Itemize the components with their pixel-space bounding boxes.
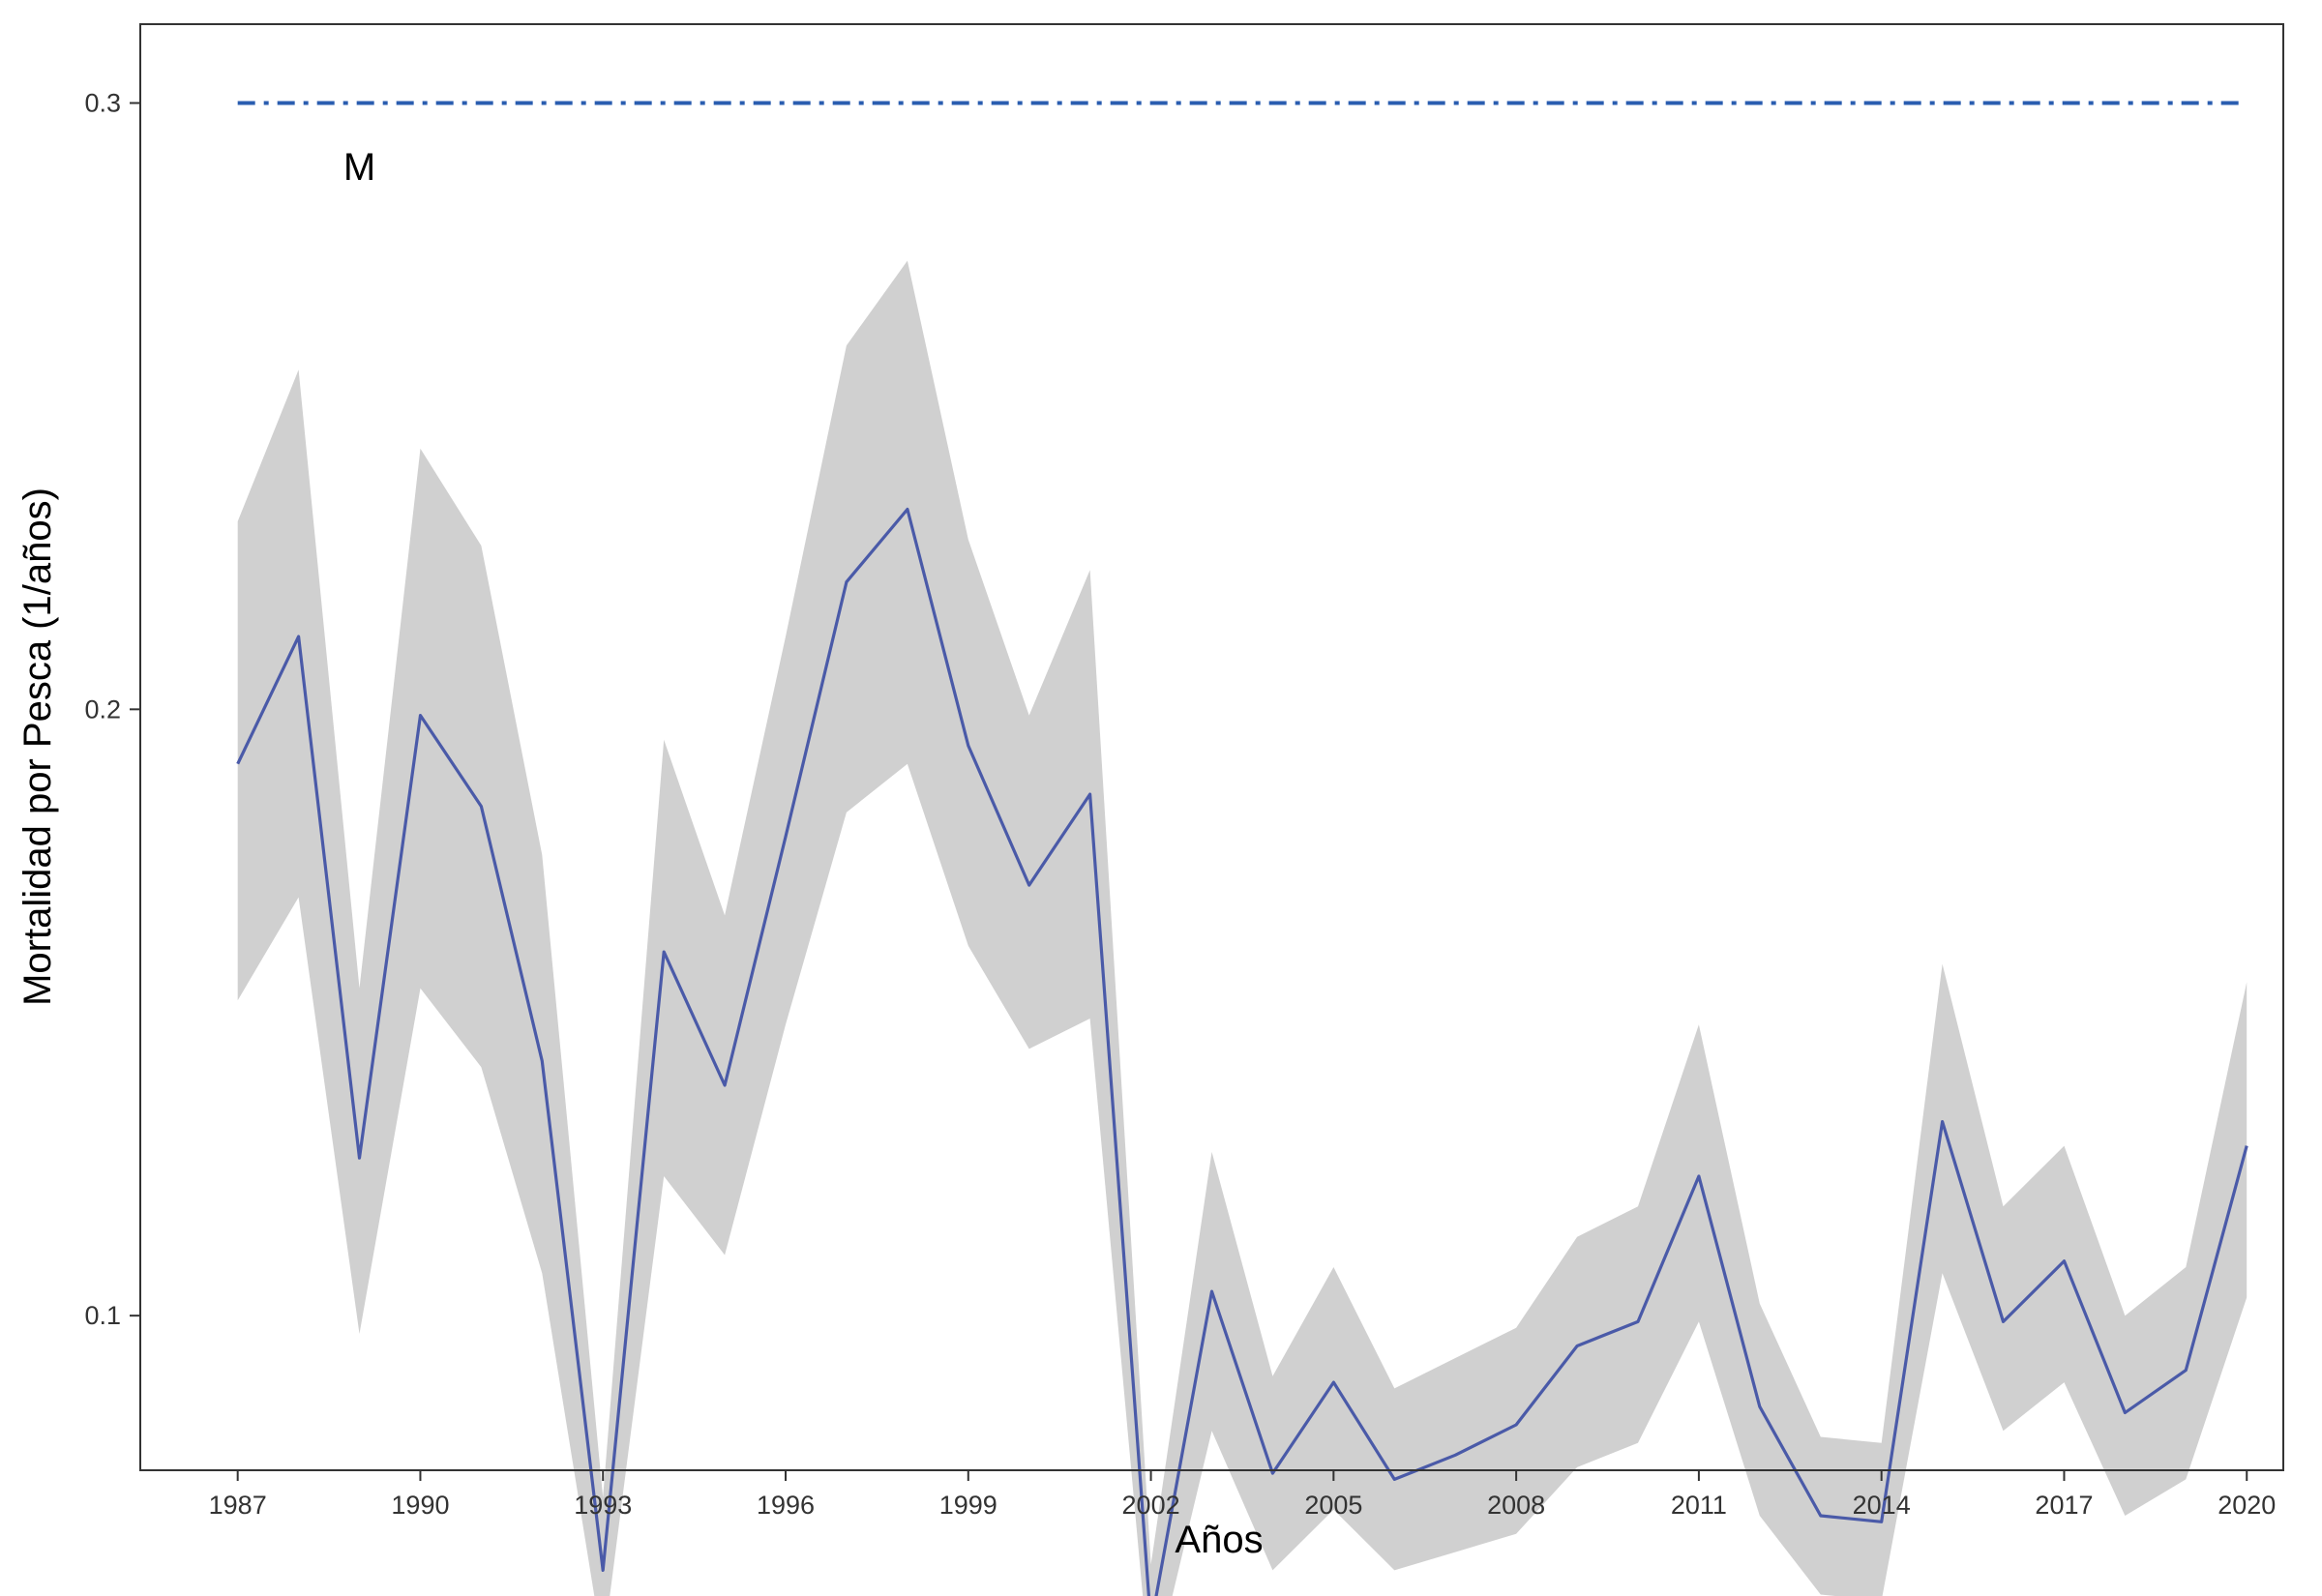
x-tick-label-1987: 1987	[209, 1491, 267, 1520]
x-tick-label-2005: 2005	[1304, 1491, 1362, 1520]
x-tick-label-1999: 1999	[939, 1491, 997, 1520]
x-tick-label-2008: 2008	[1487, 1491, 1545, 1520]
reference-line-label: M	[343, 146, 375, 189]
confidence-band-layer	[237, 260, 2248, 1596]
y-tick-label-0.1: 0.1	[84, 1301, 121, 1330]
y-tick-label-0.3: 0.3	[84, 88, 121, 117]
x-tick-label-2014: 2014	[1853, 1491, 1911, 1520]
x-tick-label-1996: 1996	[757, 1491, 815, 1520]
x-tick-label-1993: 1993	[574, 1491, 632, 1520]
series-line-f	[236, 507, 2248, 1596]
plot-border	[139, 23, 2284, 1471]
series-line-layer	[236, 507, 2248, 1596]
x-tick-label-1990: 1990	[391, 1491, 449, 1520]
x-tick-label-2020: 2020	[2218, 1491, 2276, 1520]
x-tick-label-2002: 2002	[1122, 1491, 1180, 1520]
x-tick-label-2011: 2011	[1671, 1491, 1727, 1520]
x-tick-label-2017: 2017	[2035, 1491, 2093, 1520]
x-axis: 1987 1990 1993 1996 1999 2002 2005 2008 2011 2014…	[209, 1470, 2276, 1520]
y-tick-label-0.2: 0.2	[84, 695, 121, 724]
y-axis: 0.1 0.2 0.3	[84, 88, 140, 1330]
y-axis-title: Mortalidad por Pesca (1/años)	[16, 488, 59, 1006]
confidence-band	[237, 260, 2248, 1596]
x-axis-title: Años	[1175, 1519, 1263, 1561]
